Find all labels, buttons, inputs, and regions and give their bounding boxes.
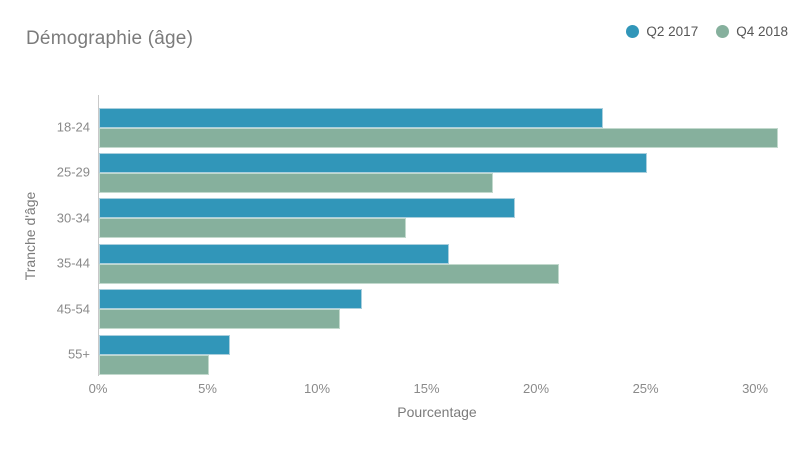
y-axis-line: [98, 95, 99, 376]
plot-area: [98, 95, 778, 376]
y-tick-label-30-34: 30-34: [56, 210, 90, 226]
bar-q2-2017-45-54[interactable]: [99, 289, 362, 310]
x-tick-label-25: 25%: [632, 381, 659, 396]
bar-q4-2018-18-24[interactable]: [99, 127, 778, 148]
bar-q4-2018-30-34[interactable]: [99, 218, 406, 239]
y-tick-label-35-44: 35-44: [56, 255, 90, 271]
x-tick-label-5: 5%: [198, 381, 217, 396]
legend: Q2 2017 Q4 2018: [626, 24, 788, 39]
bar-q2-2017-35-44[interactable]: [99, 243, 450, 264]
chart-title: Démographie (âge): [26, 28, 194, 49]
legend-item-q2-2017[interactable]: Q2 2017: [626, 24, 698, 39]
bar-q2-2017-18-24[interactable]: [99, 107, 603, 128]
legend-marker-icon: [716, 25, 730, 38]
bar-q2-2017-30-34[interactable]: [99, 198, 516, 219]
x-tick-label-10: 10%: [304, 381, 331, 396]
y-tick-label-45-54: 45-54: [56, 301, 90, 317]
x-tick-label-20: 20%: [523, 381, 550, 396]
bar-q2-2017-55+[interactable]: [99, 334, 231, 355]
legend-label: Q4 2018: [736, 24, 788, 39]
bar-q4-2018-25-29[interactable]: [99, 172, 494, 193]
y-tick-label-55+: 55+: [67, 346, 90, 362]
bar-q4-2018-55+[interactable]: [99, 354, 209, 375]
legend-label: Q2 2017: [646, 24, 699, 39]
bar-q4-2018-35-44[interactable]: [99, 263, 559, 284]
bar-q4-2018-45-54[interactable]: [99, 309, 340, 330]
bar-q2-2017-25-29[interactable]: [99, 152, 647, 173]
x-axis-title: Pourcentage: [397, 404, 477, 420]
legend-item-q4-2018[interactable]: Q4 2018: [716, 24, 788, 39]
y-tick-label-18-24: 18-24: [56, 119, 90, 135]
x-tick-label-30: 30%: [742, 381, 769, 396]
x-tick-label-0: 0%: [88, 381, 108, 396]
legend-marker-icon: [626, 25, 640, 38]
y-tick-label-25-29: 25-29: [56, 164, 90, 180]
x-tick-label-15: 15%: [413, 381, 440, 396]
